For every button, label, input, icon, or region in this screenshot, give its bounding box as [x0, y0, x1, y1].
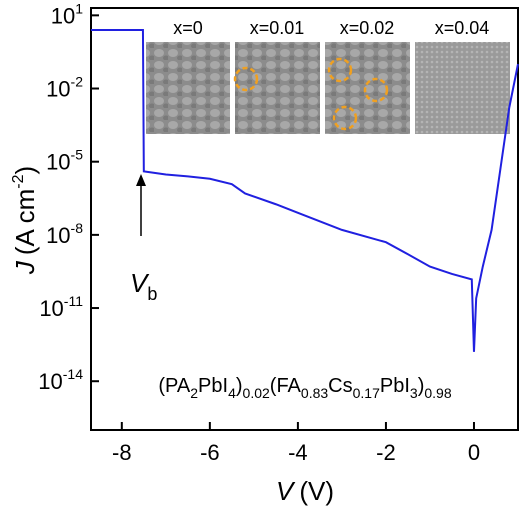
- inset-image: [146, 42, 230, 134]
- y-tick-base: 10: [39, 296, 63, 321]
- formula-subscript: 2: [190, 385, 198, 401]
- y-tick-base: 10: [46, 150, 70, 175]
- annotation-symbol: V: [130, 268, 150, 298]
- arrow: [136, 174, 146, 236]
- formula-text: PbI: [380, 375, 410, 397]
- inset-label: x=0.04: [435, 18, 490, 38]
- y-tick-label: 10-2: [46, 74, 83, 102]
- formula: (PA2PbI4)0.02(FA0.83Cs0.17PbI3)0.98: [158, 375, 451, 401]
- y-tick-exponent: -2: [71, 74, 84, 90]
- formula-text: (FA: [270, 375, 302, 397]
- formula-text: (PA: [158, 375, 191, 397]
- annotation: Vb: [130, 268, 157, 304]
- y-tick-label: 10-8: [46, 220, 83, 248]
- inset-image: [415, 42, 510, 134]
- inset-label: x=0.01: [250, 18, 305, 38]
- annotation-subscript: b: [147, 284, 157, 304]
- y-tick-base: 10: [46, 223, 70, 248]
- formula-text: PbI: [198, 375, 228, 397]
- y-tick-label: 10-11: [39, 293, 83, 321]
- x-axis-unit: (V): [299, 476, 334, 506]
- formula-subscript: 0.17: [353, 385, 380, 401]
- y-tick-label: 101: [51, 0, 83, 28]
- formula-text: ): [236, 375, 243, 397]
- formula-subscript: 4: [228, 385, 236, 401]
- y-tick-label: 10-5: [46, 147, 83, 175]
- y-axis-title: J (A cm-2): [10, 166, 40, 275]
- x-tick-label: -8: [112, 440, 132, 465]
- y-axis-close: ): [10, 166, 40, 175]
- y-tick-base: 10: [46, 77, 70, 102]
- y-tick-exponent: 1: [75, 0, 83, 16]
- y-tick-label: 10-14: [38, 366, 83, 394]
- formula-subscript: 0.98: [424, 385, 451, 401]
- y-axis-symbol: J: [10, 260, 40, 275]
- inset-label: x=0: [173, 18, 203, 38]
- y-axis-unit: (A cm: [10, 189, 40, 255]
- x-axis-title: V (V): [276, 476, 334, 506]
- formula-text: ): [418, 375, 425, 397]
- formula-subscript: 0.83: [301, 385, 328, 401]
- formula-text: Cs: [328, 375, 352, 397]
- defect-circles: [233, 57, 389, 131]
- y-tick-exponent: -5: [71, 147, 84, 163]
- insets: [146, 42, 510, 134]
- y-axis-exponent: -2: [10, 174, 27, 188]
- y-tick-base: 10: [38, 369, 62, 394]
- x-tick-label: -6: [200, 440, 220, 465]
- formula-subscript: 0.02: [243, 385, 270, 401]
- x-tick-label: -2: [376, 440, 396, 465]
- inset-image: [235, 42, 320, 134]
- formula-subscript: 3: [410, 385, 418, 401]
- y-tick-exponent: -14: [63, 366, 83, 382]
- x-tick-label: 0: [468, 440, 480, 465]
- y-tick-exponent: -11: [64, 293, 83, 309]
- x-axis-symbol: V: [276, 476, 296, 506]
- y-tick-exponent: -8: [71, 220, 84, 236]
- plot-frame: [90, 7, 519, 431]
- y-tick-base: 10: [51, 3, 75, 28]
- inset-image: [325, 42, 410, 134]
- inset-label: x=0.02: [340, 18, 395, 38]
- x-tick-label: -4: [288, 440, 308, 465]
- data-line: [91, 29, 519, 352]
